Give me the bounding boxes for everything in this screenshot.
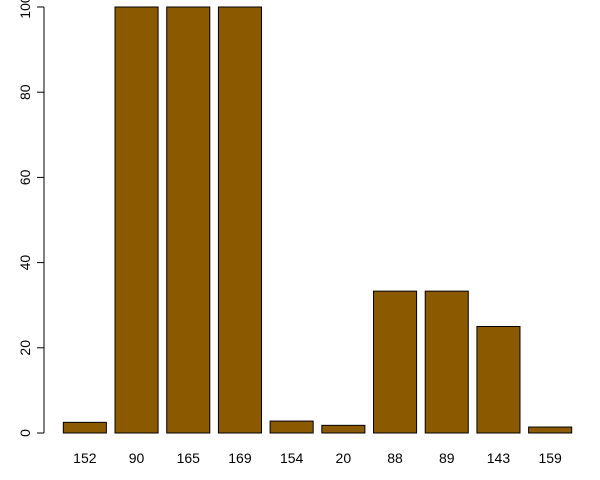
y-axis: 0 20 40 60 80 100 [17,0,45,437]
bar-20 [321,424,366,434]
x-tick-label: 169 [228,450,252,466]
y-tick-label: 20 [17,340,33,356]
x-tick-label: 88 [387,450,403,466]
bar-89 [424,290,469,434]
bar-154 [269,420,314,434]
bars [62,6,573,434]
y-tick-label: 100 [17,0,33,19]
bar-159 [528,426,573,434]
x-axis-labels: 152 90 165 169 154 20 88 89 143 159 [73,450,562,466]
x-tick-label: 90 [129,450,145,466]
x-tick-label: 20 [336,450,352,466]
x-tick-label: 154 [280,450,304,466]
bar-152 [62,421,107,434]
x-tick-label: 143 [487,450,511,466]
y-tick-label: 0 [17,429,33,437]
y-tick-label: 80 [17,84,33,100]
x-tick-label: 152 [73,450,97,466]
bar-88 [373,290,418,434]
bar-169 [217,6,262,434]
bar-90 [114,6,159,434]
x-tick-label: 165 [177,450,201,466]
bar-143 [476,326,521,434]
x-tick-label: 89 [439,450,455,466]
bar-165 [166,6,211,434]
y-tick-label: 60 [17,169,33,185]
y-tick-label: 40 [17,255,33,271]
x-tick-label: 159 [538,450,562,466]
